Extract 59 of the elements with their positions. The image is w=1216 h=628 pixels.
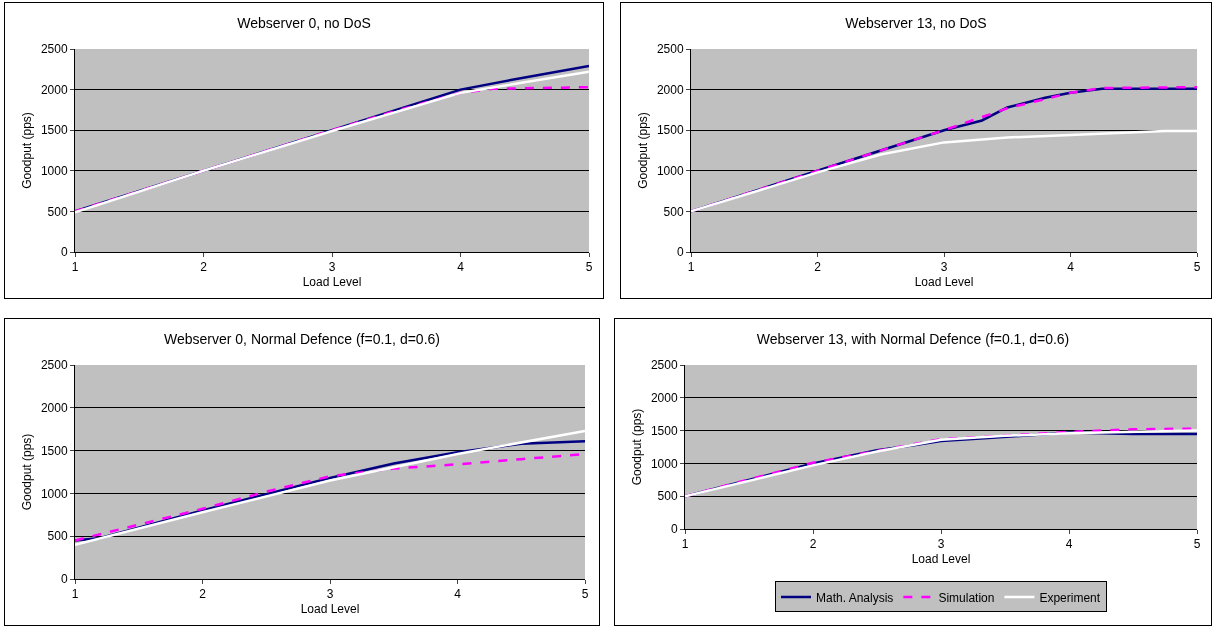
y-tick-label: 1500: [40, 443, 68, 458]
x-axis-title: Load Level: [914, 275, 974, 290]
y-tick-label: 0: [60, 245, 68, 260]
x-tick-label: 3: [328, 260, 336, 275]
x-tick-label: 2: [809, 537, 817, 552]
x-tick-label: 4: [1065, 537, 1073, 552]
chart-title: Webserver 13, with Normal Defence (f=0.1, d=0.6): [756, 331, 1070, 348]
legend-label: Simulation: [938, 590, 995, 605]
x-tick-label: 4: [457, 260, 465, 275]
legend-label: Math. Analysis: [816, 590, 894, 605]
x-axis-title: Load Level: [300, 602, 360, 617]
x-tick-label: 4: [1067, 260, 1075, 275]
x-tick-label: 5: [581, 587, 589, 602]
legend-label: Experiment: [1039, 590, 1101, 605]
x-tick-label: 2: [199, 587, 207, 602]
chart-title: Webserver 13, no DoS: [845, 14, 987, 31]
y-tick-label: 1500: [656, 123, 684, 138]
y-tick-label: 2500: [40, 358, 68, 373]
y-axis-title: Goodput (pps): [630, 408, 645, 486]
x-axis-title: Load Level: [911, 552, 971, 567]
y-tick-label: 500: [657, 489, 678, 504]
y-tick-label: 0: [60, 572, 68, 587]
y-tick-label: 0: [670, 522, 678, 537]
x-tick-label: 1: [687, 260, 695, 275]
x-tick-label: 2: [200, 260, 208, 275]
y-tick-label: 2000: [40, 401, 68, 415]
y-tick-label: 500: [47, 529, 68, 544]
x-tick-label: 2: [814, 260, 822, 275]
y-tick-label: 2500: [656, 42, 684, 57]
x-tick-label: 1: [71, 260, 79, 275]
chart-title: Webserver 0, no DoS: [237, 14, 371, 31]
x-axis-title: Load Level: [302, 275, 362, 290]
x-tick-label: 4: [454, 587, 462, 602]
x-tick-label: 1: [71, 587, 79, 602]
x-tick-label: 3: [940, 260, 948, 275]
y-axis-title: Goodput (pps): [636, 112, 651, 189]
y-tick-label: 1000: [40, 164, 68, 178]
y-tick-label: 2500: [40, 42, 68, 57]
y-tick-label: 1500: [40, 123, 68, 138]
y-tick-label: 2500: [650, 358, 678, 373]
x-tick-label: 5: [585, 260, 593, 275]
y-tick-label: 2000: [650, 391, 678, 405]
y-tick-label: 2000: [656, 82, 684, 97]
x-tick-label: 3: [937, 537, 945, 552]
y-axis-title: Goodput (pps): [20, 112, 35, 189]
y-tick-label: 0: [676, 245, 684, 260]
y-tick-label: 1000: [650, 456, 678, 471]
y-tick-label: 500: [47, 204, 68, 219]
x-tick-label: 5: [1193, 537, 1201, 552]
x-tick-label: 3: [326, 587, 334, 602]
x-tick-label: 1: [681, 537, 689, 552]
y-axis-title: Goodput (pps): [20, 433, 35, 511]
y-tick-label: 2000: [40, 82, 68, 97]
y-tick-label: 1500: [650, 423, 678, 438]
y-tick-label: 500: [663, 204, 684, 219]
x-tick-label: 5: [1193, 260, 1201, 275]
chart-title: Webserver 0, Normal Defence (f=0.1, d=0.6): [164, 331, 440, 348]
y-tick-label: 1000: [40, 486, 68, 501]
y-tick-label: 1000: [656, 164, 684, 178]
